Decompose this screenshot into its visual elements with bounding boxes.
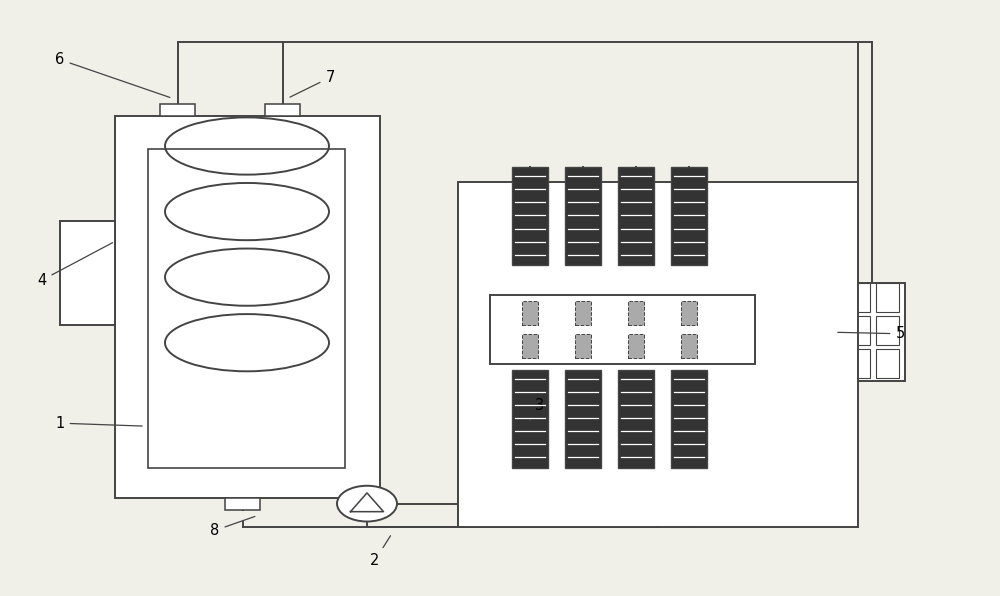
Bar (846, 316, 870, 345)
Bar (565, 370, 601, 468)
Bar (876, 316, 899, 345)
Bar (160, 104, 195, 116)
Bar (265, 104, 300, 116)
Text: 2: 2 (370, 536, 391, 568)
Text: 6: 6 (55, 52, 170, 97)
Bar (628, 301, 644, 325)
Bar (618, 370, 654, 468)
Bar (846, 349, 870, 378)
Bar (60, 221, 115, 325)
Bar (225, 498, 260, 510)
Bar (618, 167, 654, 265)
Bar (840, 283, 905, 381)
Bar (671, 370, 707, 468)
Text: 1: 1 (55, 415, 142, 431)
Bar (876, 283, 899, 312)
Bar (512, 167, 548, 265)
Text: 7: 7 (290, 70, 335, 97)
Bar (115, 116, 380, 498)
Bar (628, 334, 644, 358)
Text: 4: 4 (37, 243, 113, 288)
Text: 3: 3 (530, 398, 545, 421)
Bar (671, 167, 707, 265)
Bar (512, 370, 548, 468)
Bar (565, 167, 601, 265)
Bar (681, 334, 697, 358)
Text: 8: 8 (210, 517, 255, 538)
Bar (846, 283, 870, 312)
Circle shape (337, 486, 397, 522)
Bar (522, 334, 538, 358)
Bar (876, 349, 899, 378)
Bar (575, 334, 591, 358)
Bar (681, 301, 697, 325)
Bar (490, 295, 755, 364)
Bar (148, 149, 345, 468)
Bar (522, 301, 538, 325)
Text: 5: 5 (838, 326, 905, 342)
Bar (458, 182, 858, 527)
Bar (575, 301, 591, 325)
